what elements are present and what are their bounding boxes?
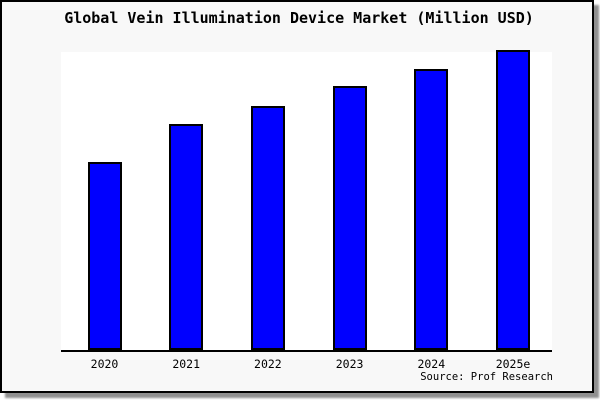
bar-2022 bbox=[250, 106, 285, 350]
bar-2025e bbox=[496, 50, 530, 350]
chart-frame: Global Vein Illumination Device Market (… bbox=[0, 0, 594, 393]
x-tick-label-2023: 2023 bbox=[335, 357, 364, 371]
x-tick-label-2020: 2020 bbox=[90, 357, 119, 371]
bar-2020 bbox=[87, 161, 122, 350]
bar-2023 bbox=[332, 86, 367, 350]
bar-2021 bbox=[169, 124, 204, 350]
x-tick-label-2022: 2022 bbox=[254, 357, 282, 371]
bar-2024 bbox=[414, 68, 449, 350]
x-tick-label-2024: 2024 bbox=[417, 357, 446, 371]
plot-area bbox=[61, 50, 552, 352]
x-tick-label-2025e: 2025e bbox=[495, 357, 531, 371]
x-tick-label-2021: 2021 bbox=[172, 357, 201, 371]
source-note: Source: Prof Research bbox=[420, 371, 553, 383]
chart-title: Global Vein Illumination Device Market (… bbox=[64, 9, 534, 27]
